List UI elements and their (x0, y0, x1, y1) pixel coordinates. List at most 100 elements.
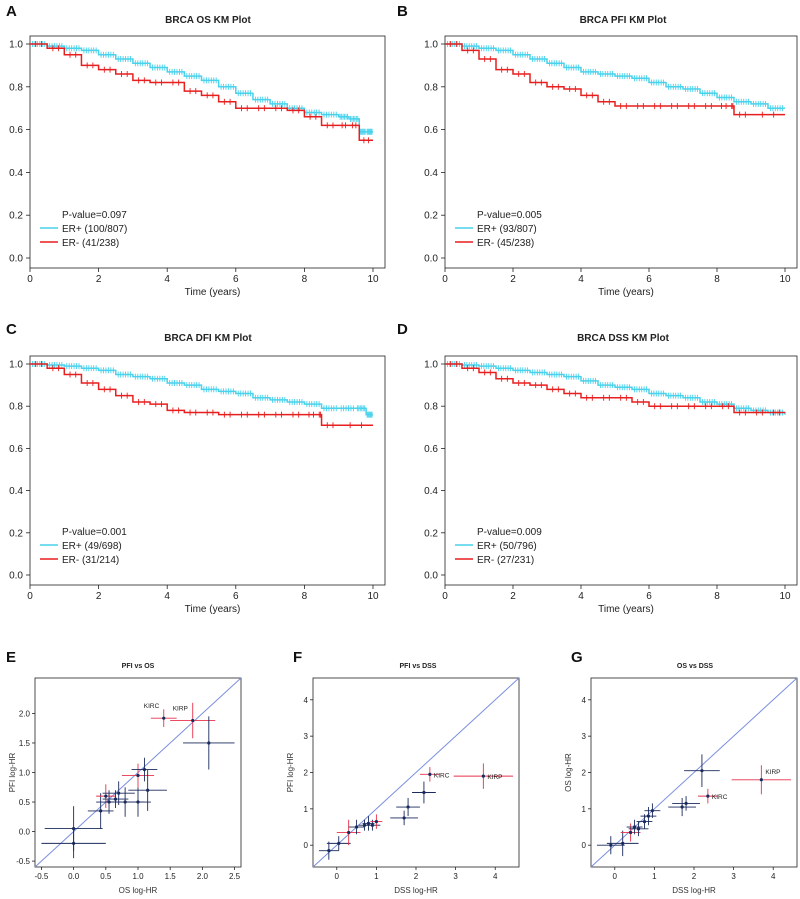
y-tick-label: 0.8 (424, 82, 438, 93)
y-tick-label: 0.6 (424, 444, 438, 455)
chart-title: PFI vs DSS (400, 663, 437, 670)
x-tick-label: 0 (335, 872, 340, 881)
chart-title: BRCA DSS KM Plot (577, 333, 670, 344)
censor-marks-er-neg (35, 361, 363, 429)
censor-marks-er-neg (35, 41, 369, 144)
chart-title: BRCA OS KM Plot (165, 15, 251, 26)
y-tick-label: 0.2 (9, 211, 23, 222)
point-marker (481, 774, 485, 778)
point-marker (428, 772, 432, 776)
point-marker (113, 797, 118, 801)
x-tick-label: 2 (96, 591, 102, 602)
panel-label: D (397, 321, 408, 338)
point-label: KIRC (712, 794, 728, 801)
x-tick-label: 3 (453, 872, 458, 881)
y-tick-label: 1.0 (9, 360, 23, 371)
point-marker (402, 816, 406, 820)
y-tick-label: 0 (304, 841, 309, 850)
panel-a: A BRCA OS KM Plot 0.0 0.2 0.4 0.6 0.8 1.0 0 2 4 6 8 1… (6, 3, 386, 298)
data-point (644, 803, 661, 818)
x-tick-label: 8 (302, 274, 308, 285)
data-point (370, 814, 383, 829)
legend-pvalue: P-value=0.001 (62, 527, 127, 538)
y-tick-label: 1.5 (19, 739, 31, 748)
y-tick-label: 0.4 (424, 486, 438, 497)
point-marker (650, 809, 655, 813)
x-tick-label: 4 (771, 872, 776, 881)
data-point (318, 841, 339, 860)
legend-pvalue: P-value=0.097 (62, 210, 127, 221)
y-tick-label: 0.0 (19, 828, 31, 837)
x-axis-label: Time (years) (598, 604, 654, 615)
panel-d: D BRCA DSS KM Plot 0.0 0.2 0.4 0.6 0.8 1.0 0 2 4 6 8… (397, 321, 798, 615)
x-tick-label: 3 (731, 872, 736, 881)
y-tick-label: 2 (582, 769, 587, 778)
x-tick-label: 0 (27, 591, 33, 602)
y-tick-label: 0.5 (19, 798, 31, 807)
point-label: KIRC (434, 772, 450, 779)
censor-marks-er-pos (446, 361, 784, 416)
data-point (396, 797, 420, 817)
point-marker (354, 825, 359, 829)
data-point (626, 819, 643, 835)
y-tick-label: 0.2 (9, 528, 23, 539)
x-tick-label: 6 (646, 274, 652, 285)
y-tick-label: -0.5 (16, 857, 30, 866)
data-point-kirc: KIRC (419, 767, 450, 782)
point-marker (646, 814, 651, 818)
point-marker (337, 841, 341, 845)
x-tick-label: 4 (578, 591, 584, 602)
y-tick-label: 3 (304, 732, 309, 741)
y-tick-label: 1.0 (424, 40, 438, 51)
x-axis-label: Time (years) (185, 287, 241, 298)
chart-title: PFI vs OS (122, 663, 155, 670)
data-point (125, 787, 151, 817)
data-point-kirc: KIRC (144, 703, 177, 728)
panel-label: E (6, 649, 16, 666)
x-tick-label: 6 (233, 274, 239, 285)
y-tick-label: 0.4 (9, 486, 23, 497)
point-marker (117, 791, 121, 795)
point-marker (191, 718, 195, 723)
x-tick-label: 10 (779, 274, 791, 285)
panel-label: F (293, 649, 302, 666)
legend-label-er-neg: ER- (45/238) (477, 238, 534, 249)
point-marker (136, 773, 140, 778)
y-tick-label: 0.2 (424, 211, 438, 222)
point-marker (162, 716, 166, 720)
point-label: KIRP (173, 706, 188, 713)
panel-label: C (6, 321, 17, 338)
y-tick-label: 1.0 (424, 360, 438, 371)
x-tick-label: 0 (613, 872, 618, 881)
point-marker (706, 794, 710, 798)
legend-label-er-pos: ER+ (93/807) (477, 224, 537, 235)
chart-title: OS vs DSS (677, 663, 714, 670)
x-axis-label: Time (years) (598, 287, 654, 298)
legend-label-er-neg: ER- (27/231) (477, 555, 534, 566)
x-tick-label: 1 (374, 872, 379, 881)
x-tick-label: 0 (442, 274, 448, 285)
km-curve-er-neg (445, 363, 785, 414)
legend-pvalue: P-value=0.005 (477, 210, 542, 221)
y-axis-label: PFI log-HR (8, 752, 17, 792)
y-tick-label: 0.4 (9, 168, 23, 179)
data-point (620, 823, 641, 842)
x-tick-label: 2 (96, 274, 102, 285)
point-marker (146, 788, 150, 792)
point-label: KIRP (487, 774, 502, 781)
data-point (390, 810, 418, 826)
data-point (102, 781, 135, 805)
y-tick-label: 0.6 (9, 444, 23, 455)
km-curve-er-pos (30, 43, 373, 133)
censor-marks-er-neg (450, 41, 775, 118)
y-tick-label: 0.6 (424, 125, 438, 136)
data-point (412, 781, 436, 804)
x-tick-label: 10 (367, 591, 379, 602)
x-tick-label: 0 (442, 591, 448, 602)
x-tick-label: 10 (367, 274, 379, 285)
y-tick-label: 0.6 (9, 125, 23, 136)
point-marker (99, 809, 103, 813)
x-tick-label: 6 (233, 591, 239, 602)
censor-marks-er-neg (450, 361, 780, 416)
